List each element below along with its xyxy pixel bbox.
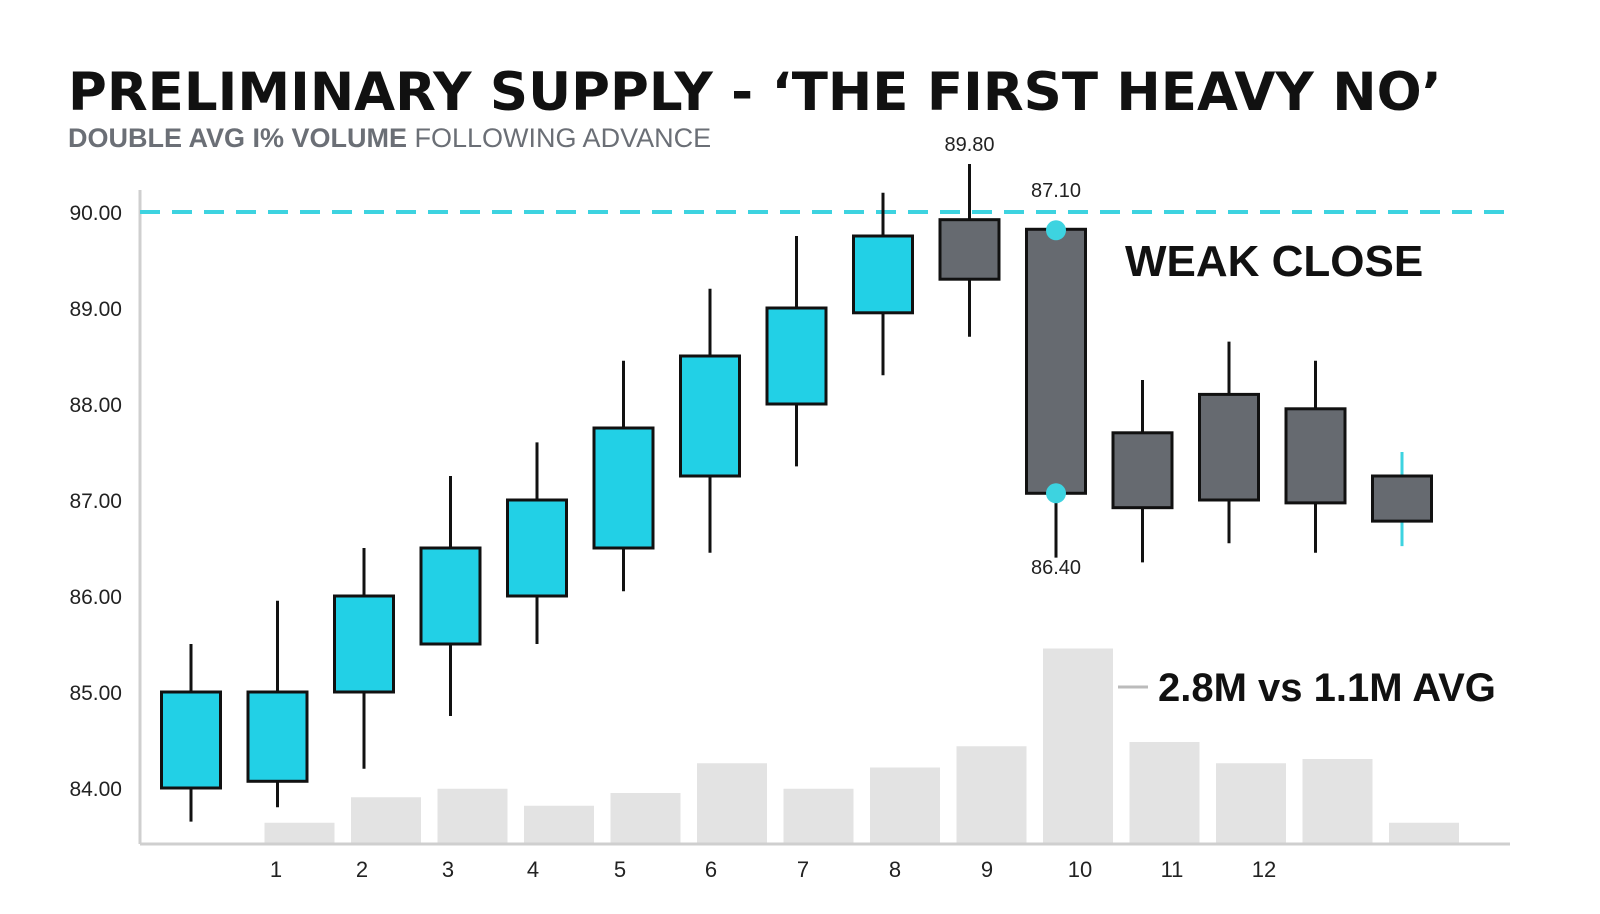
volume-bar	[264, 822, 335, 844]
chart-title: PRELIMINARY SUPPLY - ‘THE FIRST HEAVY NO…	[68, 62, 1442, 123]
x-tick-label: 3	[442, 857, 454, 882]
subtitle-bold-part: DOUBLE AVG I% VOLUME	[68, 123, 407, 153]
annotations: 89.80 87.10 86.40 WEAK CLOSE 2.8M vs 1.1M AV…	[944, 134, 1495, 710]
candles	[160, 164, 1433, 822]
candle-body	[852, 234, 914, 315]
x-tick-label: 6	[705, 857, 717, 882]
candle	[852, 192, 914, 376]
volume-bar	[437, 788, 508, 844]
candle-body	[1111, 431, 1174, 510]
y-tick-label: 89.00	[69, 298, 122, 321]
volume-annotation: 2.8M vs 1.1M AVG	[1158, 666, 1496, 710]
candle-body	[765, 306, 828, 406]
candle	[1284, 360, 1347, 553]
weak-close-annotation: WEAK CLOSE	[1125, 237, 1423, 286]
volume-bar	[610, 793, 681, 844]
candle-body	[592, 426, 655, 550]
candle-body	[1371, 474, 1433, 523]
x-tick-label: 10	[1068, 857, 1092, 882]
open-marker	[1046, 220, 1066, 241]
y-tick-label: 85.00	[69, 682, 122, 705]
y-tick-label: 84.00	[69, 778, 122, 801]
candle	[506, 442, 568, 644]
subtitle-regular-part: FOLLOWING ADVANCE	[407, 123, 711, 153]
candle-body	[160, 690, 222, 790]
y-tick-label: 87.00	[69, 490, 122, 513]
y-tick-label: 90.00	[69, 202, 122, 225]
candle	[765, 236, 828, 467]
candle	[1025, 227, 1087, 558]
candle	[246, 600, 309, 808]
open-price-label: 87.10	[1031, 180, 1081, 202]
close-marker	[1046, 483, 1066, 504]
candle-body	[1198, 392, 1260, 502]
high-price-label: 89.80	[944, 134, 994, 156]
candle-body	[1284, 407, 1347, 505]
chart-subtitle: DOUBLE AVG I% VOLUME FOLLOWING ADVANCE	[68, 123, 711, 153]
candle-body	[938, 218, 1001, 281]
volume-bar	[697, 763, 767, 844]
volume-bar	[956, 746, 1027, 844]
volume-bar	[870, 767, 940, 844]
volume-bar	[524, 805, 594, 844]
candle-body	[679, 354, 741, 478]
candle-body	[1025, 227, 1087, 495]
candle-body	[506, 498, 568, 598]
candle-body	[333, 594, 395, 694]
candle	[592, 360, 655, 592]
volume-bar	[783, 788, 854, 844]
y-tick-label: 86.00	[69, 586, 122, 609]
candle	[1371, 452, 1433, 547]
x-tick-label: 9	[981, 857, 993, 882]
candle	[419, 476, 482, 716]
x-tick-label: 11	[1161, 857, 1184, 882]
candle	[160, 644, 222, 822]
candle	[1111, 380, 1174, 563]
y-tick-label: 88.00	[69, 394, 122, 417]
x-tick-label: 12	[1252, 857, 1276, 882]
candle	[1198, 341, 1260, 544]
x-tick-label: 2	[356, 857, 368, 882]
low-price-label: 86.40	[1031, 557, 1081, 579]
candle-body	[419, 546, 482, 646]
volume-bar	[1043, 648, 1113, 844]
volume-bar	[1389, 822, 1459, 844]
x-tick-label: 4	[527, 857, 539, 882]
x-tick-label: 8	[889, 857, 901, 882]
volume-bars	[264, 648, 1459, 844]
candle	[333, 548, 395, 769]
volume-bar	[351, 797, 421, 844]
x-tick-label: 1	[270, 857, 282, 882]
x-tick-label: 7	[797, 857, 809, 882]
candle	[938, 164, 1001, 337]
volume-bar	[1129, 742, 1200, 844]
volume-bar	[1216, 763, 1286, 844]
volume-bar	[1302, 759, 1373, 844]
candle-body	[246, 690, 309, 783]
x-tick-label: 5	[614, 857, 626, 882]
candle	[679, 288, 741, 553]
